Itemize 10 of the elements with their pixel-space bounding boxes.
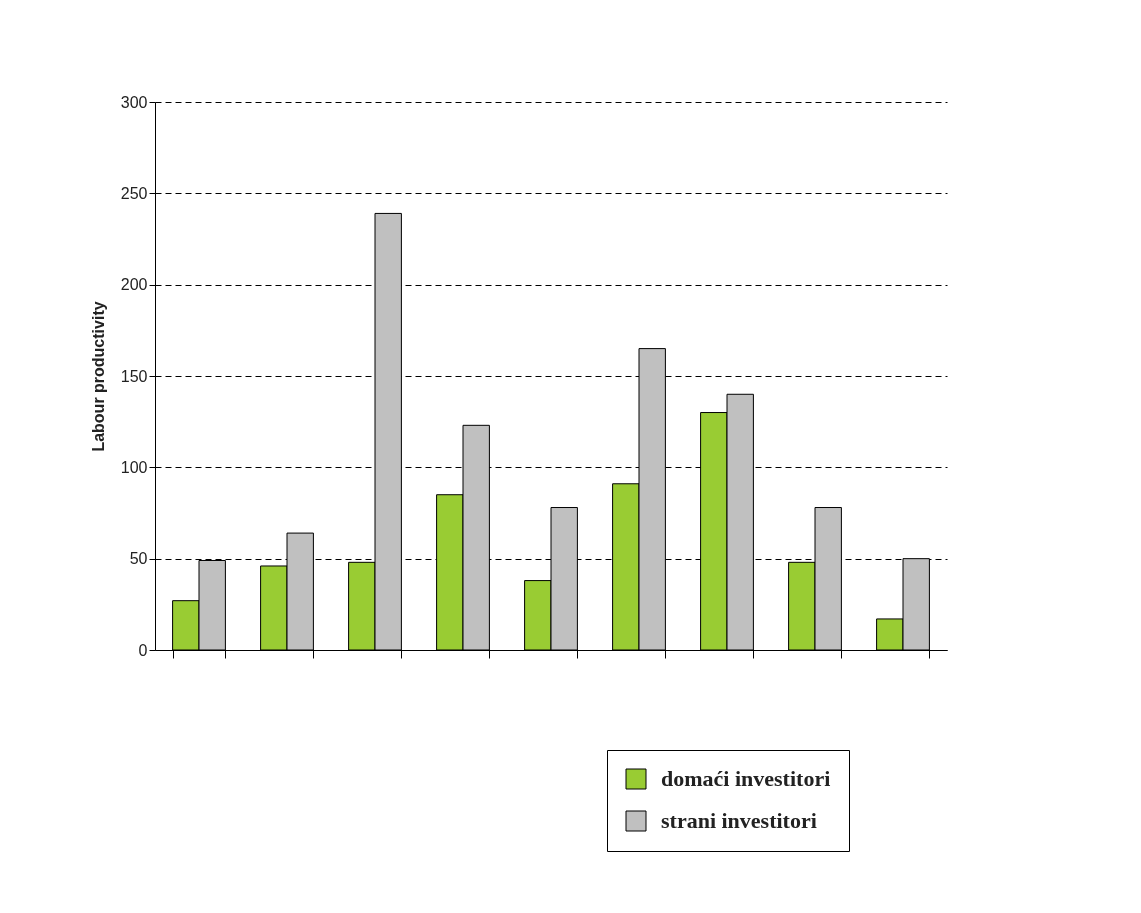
y-axis-title: Labour productivity — [89, 301, 107, 452]
y-tick-label: 300 — [120, 93, 148, 111]
legend-label: strani investitori — [661, 808, 817, 833]
y-tick-label: 0 — [138, 641, 148, 659]
y-tick-label: 150 — [120, 367, 148, 385]
y-tick-label: 200 — [120, 276, 148, 294]
y-tick-label: 50 — [129, 550, 148, 568]
y-tick-label: 250 — [120, 184, 148, 202]
y-tick-label: 100 — [120, 458, 148, 476]
legend-label: domaći investitori — [661, 766, 831, 791]
